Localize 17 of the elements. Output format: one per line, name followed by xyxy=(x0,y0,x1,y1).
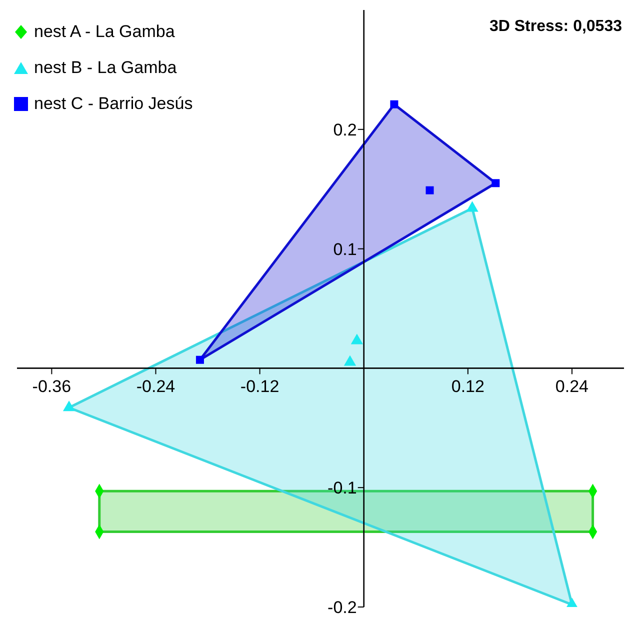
point xyxy=(196,356,204,364)
y-tick-label: -0.2 xyxy=(328,598,357,617)
x-tick-label: 0.24 xyxy=(555,377,589,396)
point xyxy=(62,400,76,412)
x-tick-label: 0.12 xyxy=(451,377,484,396)
legend-label: nest B - La Gamba xyxy=(34,58,177,78)
x-tick-label: -0.36 xyxy=(32,377,72,396)
point xyxy=(426,186,434,194)
annotation: 3D Stress: 0,0533 xyxy=(489,18,622,36)
x-tick-label: -0.12 xyxy=(240,377,280,396)
y-tick-label: 0.2 xyxy=(333,120,357,140)
y-tick-label: 0.1 xyxy=(333,240,357,259)
x-tick-label: -0.24 xyxy=(136,377,176,396)
legend-label: nest A - La Gamba xyxy=(34,22,175,42)
legend-label: nest C - Barrio Jesús xyxy=(34,94,193,114)
point xyxy=(492,179,500,188)
point xyxy=(390,100,398,108)
